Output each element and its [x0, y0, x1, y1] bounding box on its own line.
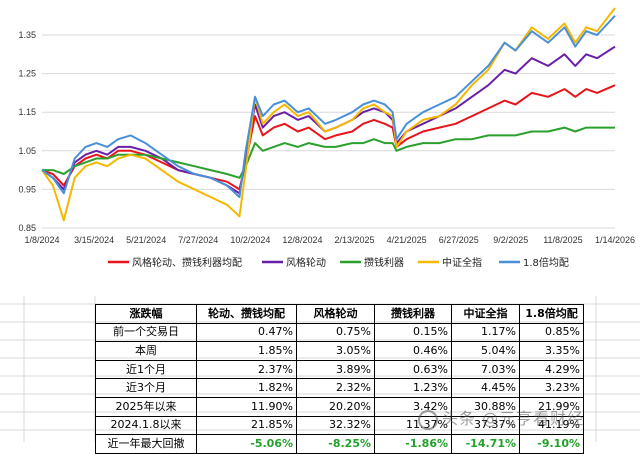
- column-header: 轮动、攒钱均配: [196, 304, 297, 324]
- table-header-row: 涨跌幅 轮动、攒钱均配 风格轮动 攒钱利器 中证全指 1.8倍均配: [95, 304, 584, 324]
- table-row: 2024.1.8以来 21.85% 32.32% 11.37% 37.37% 41.19%: [95, 415, 584, 436]
- series-line-1: [41, 84, 616, 191]
- x-tick-label: 2/13/2025: [335, 235, 375, 245]
- row-label: 2024.1.8以来: [95, 415, 197, 436]
- row-label: 前一个交易日: [95, 322, 197, 343]
- table-row: 近一年最大回撤 -5.06% -8.25% -1.86% -14.71% -9.10%: [95, 434, 584, 454]
- row-label: 本周: [95, 341, 197, 361]
- table-cell: 2.32%: [296, 378, 375, 398]
- legend-label: 风格轮动、攒钱利器均配: [132, 256, 242, 269]
- row-label: 近1个月: [95, 359, 197, 380]
- performance-line-chart: 0.85 0.95 1.05 1.15 1.25 1.35 1/8/2024 3/15/20…: [18, 7, 635, 269]
- table-row: 近1个月 2.37% 3.89% 0.63% 7.03% 4.29%: [95, 359, 584, 380]
- table-cell: 20.20%: [296, 396, 375, 417]
- chart-series-lines: [41, 7, 616, 222]
- y-axis-tick-labels: 0.85 0.95 1.05 1.15 1.25 1.35: [18, 30, 36, 233]
- table-cell: 1.85%: [196, 341, 297, 361]
- y-tick-label: 1.25: [18, 69, 36, 79]
- table-cell: 4.45%: [451, 378, 520, 398]
- x-tick-label: 5/21/2024: [126, 235, 166, 245]
- column-header: 1.8倍均配: [519, 304, 584, 324]
- table-cell: 0.47%: [196, 322, 297, 343]
- series-line-3: [42, 126, 615, 179]
- table-cell: 7.03%: [451, 359, 520, 380]
- column-header: 攒钱利器: [374, 304, 452, 324]
- table-cell: 5.04%: [451, 341, 520, 361]
- table-cell: 0.75%: [296, 322, 375, 343]
- chart-legend: 风格轮动、攒钱利器均配 风格轮动 攒钱利器 中证全指 1.8倍均配: [108, 256, 569, 269]
- table-cell: 4.29%: [519, 359, 584, 380]
- row-label: 2025年以来: [95, 396, 197, 417]
- table-row: 前一个交易日 0.47% 0.75% 0.15% 1.17% 0.85%: [95, 322, 584, 343]
- performance-table: 涨跌幅 轮动、攒钱均配 风格轮动 攒钱利器 中证全指 1.8倍均配 前一个交易日 0.47%…: [95, 304, 584, 454]
- table-cell: 3.05%: [296, 341, 375, 361]
- x-tick-label: 7/27/2024: [178, 235, 218, 245]
- series-line-5: [41, 15, 616, 199]
- y-tick-label: 1.15: [18, 107, 36, 117]
- table-cell: 32.32%: [296, 415, 375, 436]
- x-tick-label: 6/27/2025: [439, 235, 479, 245]
- table-cell: 2.37%: [196, 359, 297, 380]
- y-tick-label: 0.95: [18, 184, 36, 194]
- series-line-2: [41, 45, 616, 195]
- table-cell: 21.85%: [196, 415, 297, 436]
- table-cell: 0.15%: [374, 322, 452, 343]
- table-cell: -5.06%: [196, 434, 297, 454]
- table-cell: 21.99%: [519, 396, 584, 417]
- table-cell: 3.89%: [296, 359, 375, 380]
- table-cell: 1.17%: [451, 322, 520, 343]
- table-cell: 11.90%: [196, 396, 297, 417]
- column-header: 中证全指: [451, 304, 520, 324]
- legend-label: 中证全指: [442, 256, 482, 269]
- table-cell: -14.71%: [451, 434, 520, 454]
- column-header: 风格轮动: [296, 304, 375, 324]
- table-row: 本周 1.85% 3.05% 0.46% 5.04% 3.35%: [95, 341, 584, 361]
- table-cell: 3.23%: [519, 378, 584, 398]
- table-cell: 1.82%: [196, 378, 297, 398]
- x-axis-tick-labels: 1/8/2024 3/15/2024 5/21/2024 7/27/2024 10/2/…: [24, 235, 635, 245]
- y-tick-label: 1.05: [18, 146, 36, 156]
- table-cell: 30.88%: [451, 396, 520, 417]
- table-cell: 3.35%: [519, 341, 584, 361]
- y-tick-label: 1.35: [18, 30, 36, 40]
- row-label: 近一年最大回撤: [95, 434, 197, 454]
- table-cell: 0.85%: [519, 322, 584, 343]
- row-label: 近3个月: [95, 378, 197, 398]
- x-tick-label: 12/8/2024: [282, 235, 322, 245]
- x-tick-label: 3/15/2024: [74, 235, 114, 245]
- table-cell: 0.46%: [374, 341, 452, 361]
- table-cell: 37.37%: [451, 415, 520, 436]
- column-header: 涨跌幅: [95, 304, 197, 324]
- series-line-4: [41, 7, 616, 222]
- x-tick-label: 11/8/2025: [543, 235, 582, 245]
- table-row: 近3个月 1.82% 2.32% 1.23% 4.45% 3.23%: [95, 378, 584, 398]
- watermark: 头条 @元亨看财经: [418, 405, 584, 430]
- legend-label: 攒钱利器: [364, 256, 404, 269]
- legend-label: 1.8倍均配: [523, 256, 569, 269]
- legend-label: 风格轮动: [286, 256, 326, 269]
- table-cell: -9.10%: [519, 434, 584, 454]
- chart-gridlines: [42, 34, 615, 229]
- table-cell: -8.25%: [296, 434, 375, 454]
- watermark-logo-icon: [418, 409, 438, 430]
- x-tick-label: 10/2/2024: [230, 235, 270, 245]
- table-cell: 41.19%: [519, 415, 584, 436]
- x-tick-label: 9/2/2025: [493, 235, 528, 245]
- x-tick-label: 1/14/2026: [595, 235, 635, 245]
- x-tick-label: 4/21/2025: [387, 235, 427, 245]
- y-tick-label: 0.85: [18, 223, 36, 233]
- x-tick-label: 1/8/2024: [24, 235, 59, 245]
- table-cell: 1.23%: [374, 378, 452, 398]
- table-cell: -1.86%: [374, 434, 452, 454]
- table-cell: 0.63%: [374, 359, 452, 380]
